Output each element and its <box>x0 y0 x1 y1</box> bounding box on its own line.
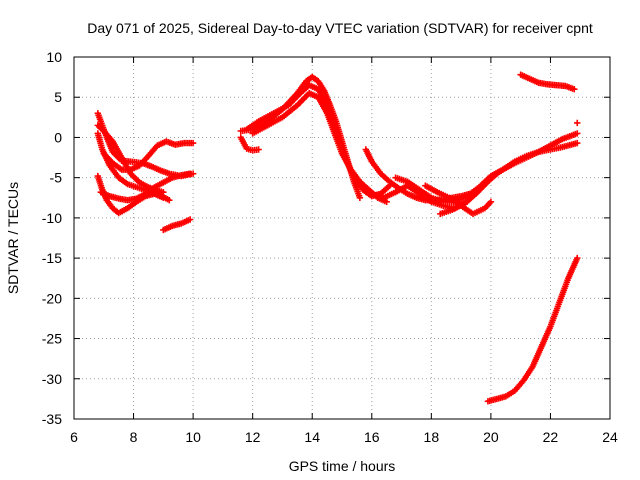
series-arc-h <box>237 134 262 154</box>
data-points <box>94 71 581 405</box>
series-arc-q <box>517 71 578 93</box>
series-arc-n <box>392 139 581 205</box>
x-tick-label: 12 <box>245 429 261 445</box>
axis-tick-labels: 6 8 10 12 14 16 18 20 22 24 -35 -30 -25 -20 -15 -10 -5 0 5… <box>42 49 618 445</box>
x-axis-label: GPS time / hours <box>289 458 396 474</box>
y-tick-label: 5 <box>54 89 62 105</box>
series-arc-d <box>97 170 194 204</box>
data-point <box>487 198 495 205</box>
data-point <box>166 196 173 204</box>
series-arc-p <box>437 170 501 218</box>
x-tick-label: 24 <box>602 429 618 445</box>
grid-lines <box>74 57 610 419</box>
y-tick-label: -10 <box>42 210 62 226</box>
x-tick-label: 16 <box>364 429 380 445</box>
data-point <box>574 130 581 137</box>
data-point <box>383 198 390 205</box>
x-tick-label: 10 <box>185 429 201 445</box>
data-point <box>574 139 581 147</box>
y-tick-label: -30 <box>42 371 62 387</box>
series-arc-g <box>160 216 194 234</box>
series-arc-s <box>484 254 581 405</box>
data-point <box>186 170 194 177</box>
y-tick-label: -20 <box>42 290 62 306</box>
y-axis-label: SDTVAR / TECUs <box>5 182 21 294</box>
chart-title: Day 071 of 2025, Sidereal Day-to-day VTE… <box>87 20 593 36</box>
x-tick-label: 6 <box>70 429 78 445</box>
y-tick-label: -35 <box>42 411 62 427</box>
data-point <box>574 254 581 262</box>
data-point <box>356 194 364 201</box>
y-tick-label: 10 <box>46 49 62 65</box>
data-point <box>189 139 197 147</box>
x-tick-label: 22 <box>543 429 559 445</box>
series-arc-f <box>94 122 167 196</box>
y-tick-label: -15 <box>42 250 62 266</box>
data-point <box>160 188 167 196</box>
data-point <box>571 85 578 93</box>
x-tick-label: 14 <box>304 429 320 445</box>
series-arc-r <box>574 119 581 127</box>
series-arc-o <box>422 182 495 218</box>
data-point <box>186 216 194 223</box>
x-tick-label: 18 <box>424 429 440 445</box>
x-tick-label: 20 <box>483 429 499 445</box>
plot-frame <box>73 56 611 420</box>
data-point <box>255 146 262 153</box>
y-tick-label: -5 <box>50 170 63 186</box>
x-tick-label: 8 <box>130 429 138 445</box>
data-point <box>574 119 581 127</box>
y-tick-label: -25 <box>42 331 62 347</box>
data-point <box>493 170 501 177</box>
y-tick-label: 0 <box>54 129 62 145</box>
